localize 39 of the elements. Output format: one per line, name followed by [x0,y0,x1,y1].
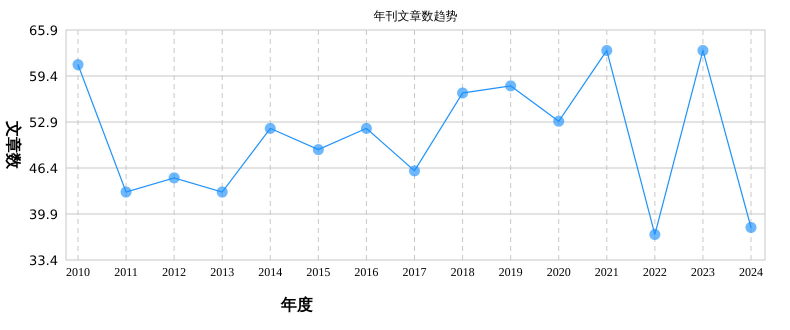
y-axis-title: 文章数 [4,120,23,170]
point [601,45,612,56]
y-tick-label: 39.9 [29,208,58,223]
point [312,144,324,156]
point [216,186,228,198]
x-tick-label: 2013 [210,265,234,279]
point [72,59,84,70]
point [505,80,516,92]
x-tick-label: 2015 [306,265,330,279]
y-tick-label: 65.9 [29,24,58,39]
point [264,122,276,134]
point [409,165,420,176]
x-tick-label: 2010 [66,265,90,279]
x-tick-label: 2020 [546,265,571,279]
x-tick-label: 2024 [739,265,763,279]
x-tick-label: 2021 [594,265,619,279]
chart-title: 年刊文章数趋势 [374,9,458,23]
point [168,172,180,184]
y-tick-label: 52.9 [29,116,58,131]
point [746,222,756,233]
point [649,229,660,240]
x-tick-label: 2014 [258,265,282,279]
y-tick-label: 33.4 [29,254,58,269]
x-axis-title: 年度 [280,295,313,314]
x-tick-label: 2022 [642,265,667,279]
y-tick-label: 59.4 [29,70,58,85]
point [553,116,564,127]
point [457,87,468,98]
point [360,122,372,134]
x-tick-label: 2017 [402,265,426,279]
point [697,45,708,56]
x-tick-label: 2012 [162,265,186,279]
x-tick-label: 2019 [498,265,523,279]
x-tick-label: 2018 [450,265,475,279]
point [120,186,132,198]
x-tick-label: 2016 [354,265,378,279]
y-tick-label: 46.4 [29,162,58,177]
x-tick-label: 2011 [114,265,138,279]
x-tick-label: 2023 [690,265,715,279]
